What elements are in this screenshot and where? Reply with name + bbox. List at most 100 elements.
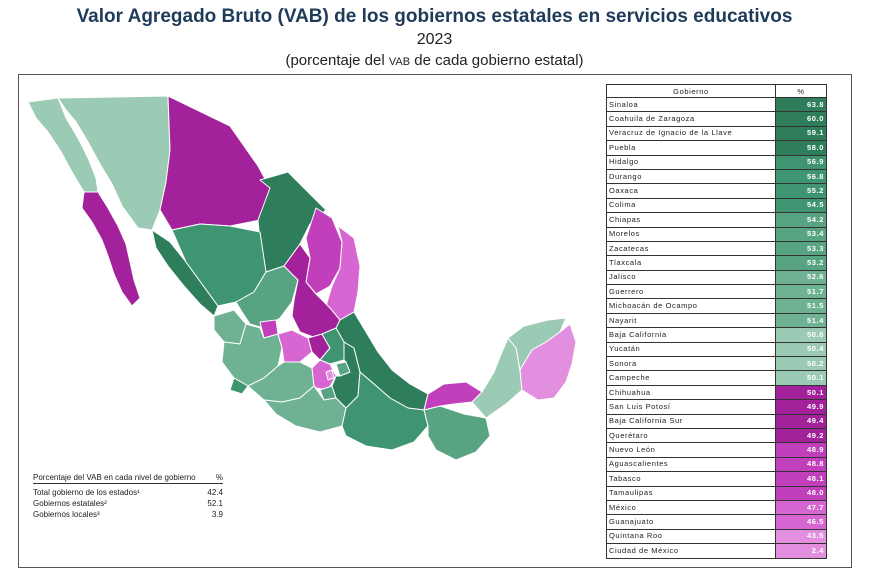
state-name-cell: Michoacán de Ocampo [606, 298, 776, 314]
table-row: Quintana Roo 43.5 [606, 528, 827, 545]
table-row: Sinaloa 63.8 [606, 96, 827, 113]
state-name-cell: Coahuila de Zaragoza [606, 111, 776, 127]
state-pct-cell: 48.8 [775, 456, 827, 473]
summary-row-label: Gobiernos locales³ [33, 510, 100, 519]
chart-year: 2023 [416, 31, 453, 48]
summary-header: Porcentaje del VAB en cada nivel de gobi… [33, 473, 223, 484]
table-row: Jalisco 52.6 [606, 269, 827, 286]
state-name-cell: Baja California Sur [606, 413, 776, 429]
state-guerrero[interactable] [263, 385, 347, 433]
state-pct-cell: 49.9 [775, 399, 827, 415]
state-name-cell: Querétaro [606, 427, 776, 444]
state-name-cell: Morelos [606, 226, 776, 242]
state-name-cell: Ciudad de México [606, 543, 776, 559]
table-row: Guerrero 51.7 [606, 284, 827, 300]
table-row: Tabasco 48.1 [606, 471, 827, 487]
state-quintana-roo[interactable] [519, 323, 577, 401]
state-name-cell: Chihuahua [606, 384, 776, 401]
state-pct-cell: 53.3 [775, 240, 827, 257]
state-tabasco[interactable] [423, 381, 483, 411]
table-row: Campeche 50.1 [606, 370, 827, 386]
state-name-cell: Durango [606, 168, 776, 185]
state-name-cell: Sinaloa [606, 96, 776, 113]
table-row: Nayarit 51.4 [606, 312, 827, 329]
table-row: Querétaro 49.2 [606, 427, 827, 444]
state-name-cell: Puebla [606, 140, 776, 156]
state-ciudad-de-mexico[interactable] [325, 369, 335, 381]
summary-header-pct: % [215, 473, 223, 482]
state-pct-cell: 60.0 [775, 111, 827, 127]
state-colima[interactable] [229, 377, 249, 395]
summary-row-value: 52.1 [207, 499, 223, 508]
table-row: Sonora 50.2 [606, 356, 827, 372]
table-header-row: Gobierno % [606, 84, 827, 98]
table-row: Colima 54.5 [606, 197, 827, 214]
state-pct-cell: 2.4 [775, 543, 827, 559]
state-name-cell: Tabasco [606, 471, 776, 487]
state-pct-cell: 51.7 [775, 284, 827, 300]
summary-row: Total gobierno de los estados¹ 42.4 [33, 487, 223, 498]
state-pct-cell: 50.1 [775, 370, 827, 386]
state-name-cell: Yucatán [606, 341, 776, 358]
col-header-pct: % [775, 84, 827, 98]
table-row: Coahuila de Zaragoza 60.0 [606, 111, 827, 127]
state-name-cell: México [606, 499, 776, 516]
state-pct-cell: 56.8 [775, 168, 827, 185]
state-name-cell: Guanajuato [606, 514, 776, 530]
summary-row-label: Gobiernos estatales² [33, 499, 107, 508]
state-pct-cell: 55.2 [775, 183, 827, 199]
table-row: Guanajuato 46.5 [606, 514, 827, 530]
table-row: Morelos 53.4 [606, 226, 827, 242]
state-pct-cell: 53.2 [775, 255, 827, 271]
table-row: Michoacán de Ocampo 51.5 [606, 298, 827, 314]
content-frame [18, 74, 852, 568]
state-pct-cell: 48.1 [775, 471, 827, 487]
state-name-cell: Quintana Roo [606, 528, 776, 545]
summary-row: Gobiernos estatales² 52.1 [33, 498, 223, 509]
state-chihuahua[interactable] [159, 95, 271, 231]
state-name-cell: Nuevo León [606, 442, 776, 458]
table-row: Veracruz de Ignacio de la Llave 59.1 [606, 125, 827, 142]
state-name-cell: Campeche [606, 370, 776, 386]
summary-row-value: 42.4 [207, 488, 223, 497]
table-row: Baja California 50.6 [606, 327, 827, 343]
state-name-cell: Chiapas [606, 212, 776, 228]
state-nuevo-leon[interactable] [305, 207, 343, 295]
chart-subtitle: (porcentaje del VAB de cada gobierno est… [0, 52, 869, 71]
state-chiapas[interactable] [423, 405, 491, 461]
state-pct-cell: 51.5 [775, 298, 827, 314]
state-pct-cell: 48.0 [775, 485, 827, 501]
table-row: Tamaulipas 48.0 [606, 485, 827, 501]
subtitle-pre: (porcentaje del [285, 52, 389, 69]
table-row: Zacatecas 53.3 [606, 240, 827, 257]
state-zacatecas[interactable] [235, 265, 299, 329]
state-pct-cell: 50.1 [775, 384, 827, 401]
table-row: México 47.7 [606, 499, 827, 516]
state-guanajuato[interactable] [277, 329, 313, 363]
summary-row: Gobiernos locales³ 3.9 [33, 509, 223, 520]
state-pct-cell: 56.9 [775, 154, 827, 170]
summary-row-value: 3.9 [211, 510, 223, 519]
table-row: Hidalgo 56.9 [606, 154, 827, 170]
state-name-cell: San Luis Potosí [606, 399, 776, 415]
government-level-summary: Porcentaje del VAB en cada nivel de gobi… [33, 473, 223, 520]
table-row: Yucatán 50.4 [606, 341, 827, 358]
state-name-cell: Aguascalientes [606, 456, 776, 473]
state-pct-cell: 48.9 [775, 442, 827, 458]
state-pct-cell: 54.5 [775, 197, 827, 214]
state-pct-cell: 50.4 [775, 341, 827, 358]
state-pct-cell: 46.5 [775, 514, 827, 530]
state-baja-california-sur[interactable] [81, 191, 141, 307]
summary-row-label: Total gobierno de los estados¹ [33, 488, 140, 497]
state-name-cell: Hidalgo [606, 154, 776, 170]
state-pct-cell: 49.4 [775, 413, 827, 429]
chart-title: Valor Agregado Bruto (VAB) de los gobier… [76, 6, 793, 27]
state-pct-cell: 59.1 [775, 125, 827, 142]
table-row: Durango 56.8 [606, 168, 827, 185]
state-pct-cell: 50.6 [775, 327, 827, 343]
table-row: Chiapas 54.2 [606, 212, 827, 228]
state-name-cell: Zacatecas [606, 240, 776, 257]
state-campeche[interactable] [471, 337, 523, 419]
state-ranking-table: Gobierno % Sinaloa 63.8 Coahuila de Zarago… [606, 84, 827, 559]
state-pct-cell: 58.0 [775, 140, 827, 156]
